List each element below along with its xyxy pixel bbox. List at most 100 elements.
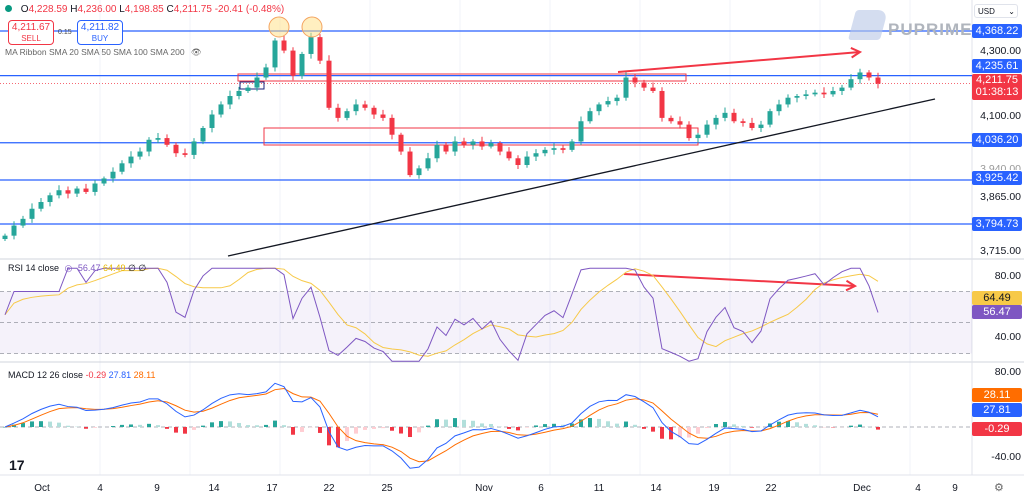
candle — [326, 60, 332, 108]
price-divergence-arrow-head — [850, 47, 863, 59]
candle — [20, 218, 26, 226]
candle — [875, 77, 881, 84]
candle — [56, 190, 62, 196]
peak-marker — [268, 16, 290, 38]
peak-marker — [301, 16, 323, 38]
candle — [119, 163, 125, 172]
macd-histogram-bar — [93, 427, 97, 428]
candle — [83, 188, 89, 192]
rsi-axis-label: 80.00 — [994, 270, 1021, 282]
currency-select[interactable]: USD ⌄ — [974, 4, 1018, 18]
rsi-settings-icon[interactable]: ◎ — [64, 263, 73, 273]
macd-histogram-bar — [57, 422, 61, 427]
candle — [308, 37, 314, 54]
candle — [776, 104, 782, 112]
level-tag: 3,925.42 — [972, 171, 1022, 185]
candle — [587, 111, 593, 122]
candle — [560, 148, 566, 150]
macd-histogram-bar — [516, 427, 520, 431]
macd-axis-label: 80.00 — [994, 366, 1021, 378]
candle — [290, 50, 296, 76]
macd-histogram-bar — [30, 421, 34, 427]
candle — [200, 127, 206, 142]
candle — [821, 92, 827, 95]
candle — [362, 104, 368, 108]
macd-histogram-bar — [786, 421, 790, 427]
macd-histogram-bar — [282, 425, 286, 427]
macd-label: MACD 12 26 close — [8, 370, 84, 380]
candle — [596, 104, 602, 112]
candle — [452, 141, 458, 152]
rsi-ma-tag: 64.49 — [972, 291, 1022, 305]
candle — [110, 171, 116, 179]
macd-histogram-bar — [21, 423, 25, 427]
rsi-line — [4, 267, 879, 362]
candle — [299, 53, 305, 76]
price-axis-label: 3,865.00 — [980, 191, 1021, 203]
macd-signal-value: 28.11 — [133, 370, 156, 380]
brand-watermark: PUPRIME — [888, 20, 973, 39]
macd-histogram-bar — [363, 427, 367, 430]
macd-histogram-bar — [651, 427, 655, 432]
buy-label: BUY — [91, 34, 109, 43]
ma-ribbon-legend[interactable]: MA Ribbon SMA 20 SMA 50 SMA 100 SMA 200 … — [5, 47, 202, 58]
settings-icon[interactable]: ⚙ — [994, 482, 1004, 494]
candle — [416, 168, 422, 176]
macd-histogram-bar — [399, 427, 403, 434]
macd-histogram-bar — [633, 424, 637, 427]
time-axis-label: 17 — [266, 483, 278, 494]
price-divergence-arrow — [617, 51, 861, 73]
candle — [344, 111, 350, 118]
candle — [272, 40, 278, 68]
candle — [695, 134, 701, 139]
open-value: 4,228.59 — [28, 4, 68, 15]
macd-histogram-bar — [471, 420, 475, 427]
candle — [137, 151, 143, 157]
time-axis-label: Dec — [853, 483, 871, 494]
macd-signal-line — [4, 387, 879, 463]
candle — [767, 111, 773, 125]
candle — [668, 117, 674, 122]
macd-histogram-bar — [345, 427, 349, 442]
time-axis-label: 11 — [593, 483, 605, 494]
candle — [38, 202, 44, 209]
close-label: C — [166, 4, 174, 15]
macd-histogram-bar — [813, 425, 817, 427]
sell-label: SELL — [21, 34, 41, 43]
candle — [443, 144, 449, 152]
time-axis-label: 6 — [538, 483, 544, 494]
macd-histogram-bar — [795, 422, 799, 427]
macd-histogram-bar — [372, 427, 376, 429]
sell-price: 4,211.67 — [11, 22, 51, 33]
macd-histogram-bar — [732, 424, 736, 427]
macd-histogram-bar — [507, 427, 511, 429]
candle — [794, 96, 800, 98]
eye-icon[interactable]: 👁 — [190, 47, 202, 57]
macd-histogram-bar — [804, 423, 808, 427]
buy-price: 4,211.82 — [80, 22, 120, 33]
macd-histogram-bar — [255, 425, 259, 427]
candle — [731, 112, 737, 122]
rsi-divergence-arrow — [623, 273, 856, 287]
candle — [812, 92, 818, 95]
candle — [11, 225, 17, 236]
sell-button[interactable]: 4,211.67 SELL — [8, 20, 54, 45]
macd-histogram-bar — [183, 427, 187, 434]
buy-button[interactable]: 4,211.82 BUY — [77, 20, 123, 45]
time-axis-label: Nov — [475, 483, 493, 494]
candle — [497, 143, 503, 152]
macd-value: 27.81 — [108, 370, 132, 380]
time-axis-label: 22 — [765, 483, 777, 494]
macd-histogram-bar — [453, 418, 457, 427]
resistance-zone — [237, 73, 687, 82]
candle — [614, 97, 620, 102]
macd-histogram-bar — [426, 425, 430, 427]
macd-histogram-bar — [318, 427, 322, 433]
time-axis-label: Oct — [34, 483, 50, 494]
rsi-divergence-arrow-head — [845, 279, 858, 292]
macd-histogram-bar — [858, 424, 862, 427]
candle — [713, 117, 719, 125]
candle — [839, 87, 845, 91]
candle — [407, 151, 413, 176]
